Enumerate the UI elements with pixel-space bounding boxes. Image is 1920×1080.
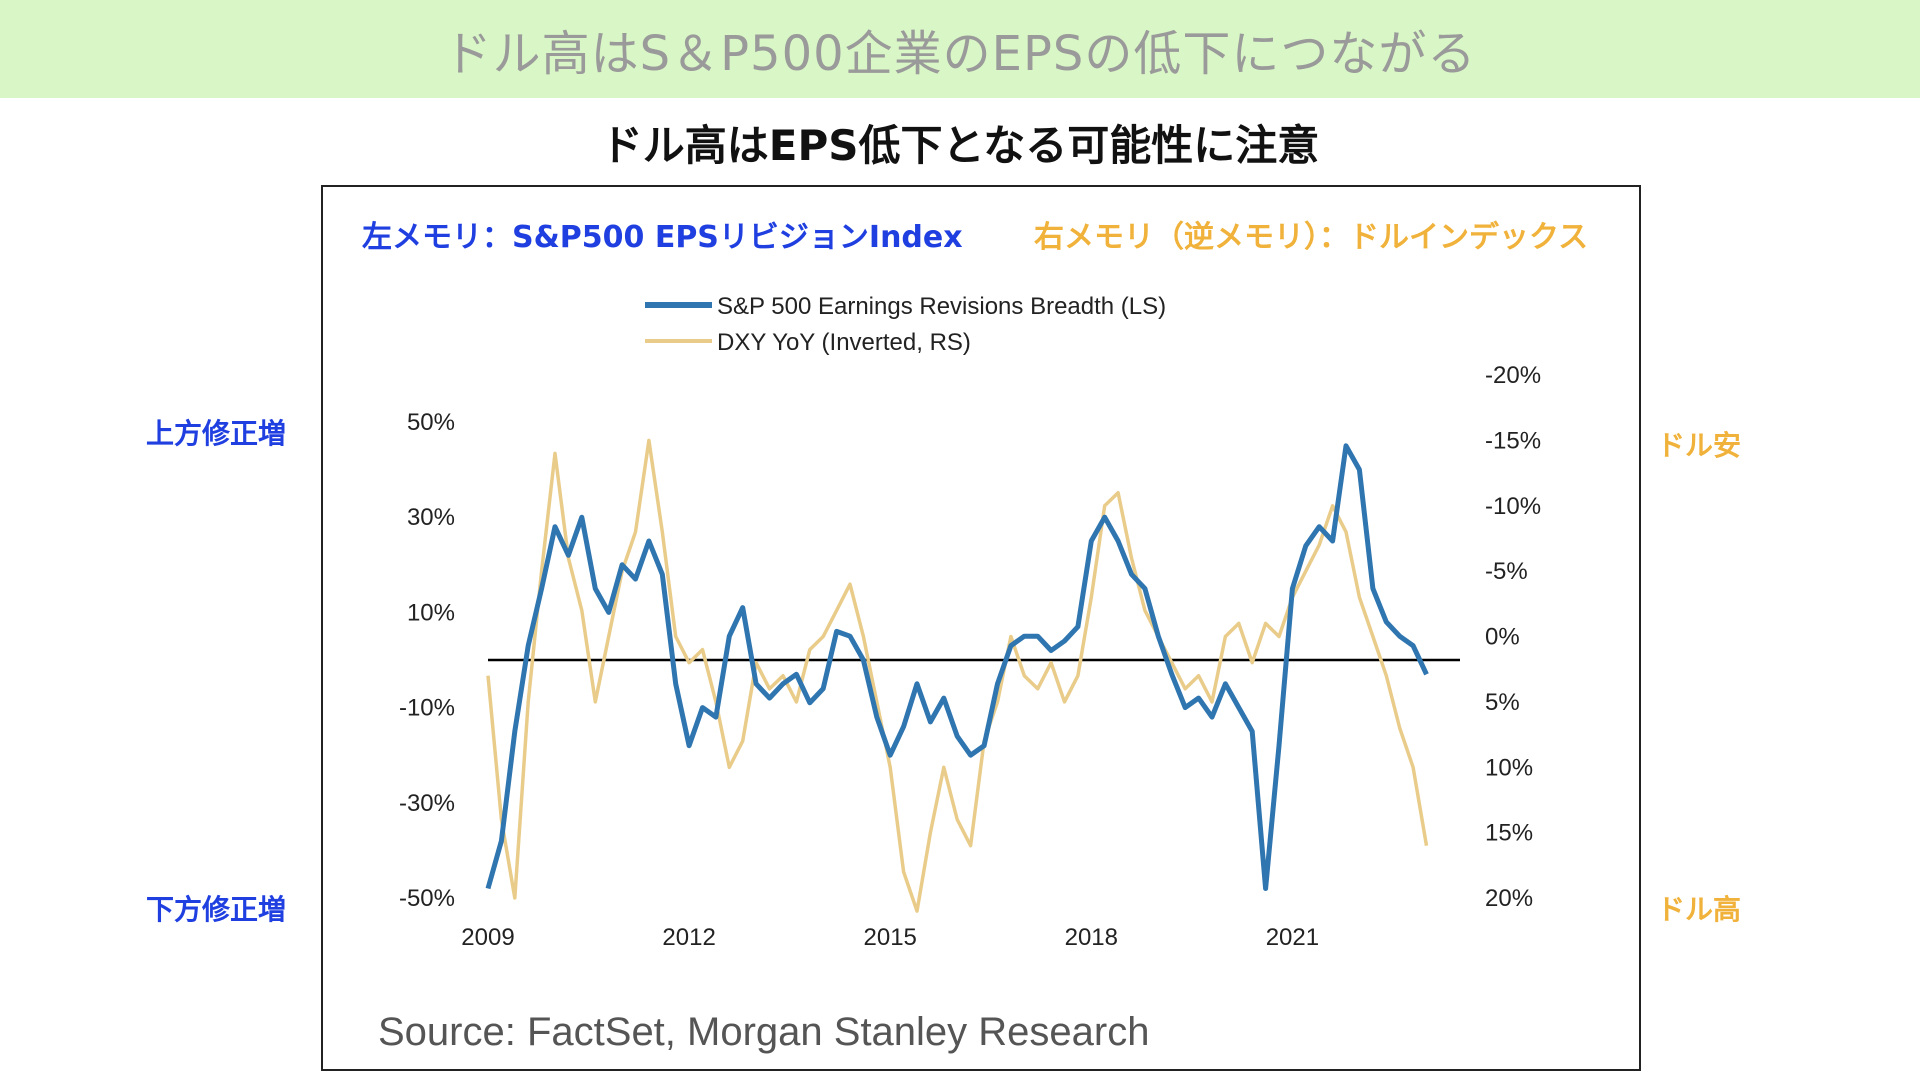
y-right-tick-label: 20% <box>1485 885 1533 912</box>
x-tick-label: 2021 <box>1266 924 1319 951</box>
y-left-tick-label: 10% <box>407 599 455 626</box>
y-right-tick-label: 5% <box>1485 689 1520 716</box>
chart-legend: S&P 500 Earnings Revisions Breadth (LS) … <box>645 293 1166 356</box>
y-left-tick-label: -50% <box>399 885 455 912</box>
x-tick-label: 2015 <box>864 924 917 951</box>
header-banner: ドル高はS＆P500企業のEPSの低下につながる <box>0 0 1920 98</box>
y-left-tick-label: 50% <box>407 409 455 436</box>
legend-dxy-label: DXY YoY (Inverted, RS) <box>717 329 971 356</box>
y-left-tick-label: -30% <box>399 790 455 817</box>
x-tick-label: 2009 <box>461 924 514 951</box>
y-right-tick-label: -20% <box>1485 362 1541 389</box>
chart-axes: 50% 30% 10% -10% -30% -50% -20% -15% -10% -5% 0% 5%… <box>399 362 1541 951</box>
y-right-tick-label: -15% <box>1485 427 1541 454</box>
chart-frame <box>321 185 1641 1071</box>
y-right-tick-label: 15% <box>1485 820 1533 847</box>
x-tick-label: 2018 <box>1065 924 1118 951</box>
y-right-tick-label: -10% <box>1485 493 1541 520</box>
y-right-tick-label: -5% <box>1485 558 1528 585</box>
y-left-tick-label: -10% <box>399 695 455 722</box>
upward-revisions-label: 上方修正増 <box>146 417 287 450</box>
y-left-tick-label: 30% <box>407 504 455 531</box>
y-right-tick-label: 0% <box>1485 624 1520 651</box>
x-tick-label: 2012 <box>662 924 715 951</box>
right-axis-memo: 右メモリ（逆メモリ）：ドルインデックス <box>1034 220 1589 255</box>
page-subtitle: ドル高はEPS低下となる可能性に注意 <box>600 121 1320 170</box>
dxy-series-line <box>486 438 1429 913</box>
weak-dollar-label: ドル安 <box>1657 429 1742 462</box>
chart-series <box>485 438 1429 913</box>
legend-eps-label: S&P 500 Earnings Revisions Breadth (LS) <box>717 293 1166 320</box>
y-right-tick-label: 10% <box>1485 754 1533 781</box>
eps-series-line <box>485 443 1429 891</box>
downward-revisions-label: 下方修正増 <box>146 893 287 926</box>
chart-source: Source: FactSet, Morgan Stanley Research <box>378 1010 1150 1054</box>
left-axis-memo: 左メモリ：S&P500 EPSリビジョンIndex <box>362 220 963 255</box>
banner-title: ドル高はS＆P500企業のEPSの低下につながる <box>443 26 1477 82</box>
strong-dollar-label: ドル高 <box>1657 893 1742 926</box>
